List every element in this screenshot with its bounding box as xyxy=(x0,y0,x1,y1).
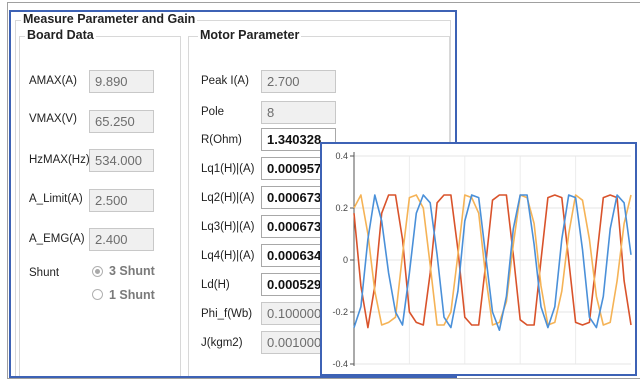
y-tick-label: 0.4 xyxy=(335,151,348,161)
lq4-label: Lq4(H)|(A) xyxy=(201,250,255,262)
shunt-1-radio[interactable] xyxy=(92,289,103,300)
a-emg-label: A_EMG(A) xyxy=(29,233,85,245)
waveform-chart: 0.4 0.2 0 -0.2 -0.4 xyxy=(332,151,632,369)
y-tick-label: -0.4 xyxy=(332,359,348,369)
lq2-field[interactable]: 0.000673 xyxy=(261,186,336,209)
pole-field[interactable]: 8 xyxy=(261,101,336,124)
shunt-label: Shunt xyxy=(29,267,60,279)
peak-i-field[interactable]: 2.700 xyxy=(261,70,336,93)
y-tick-label: -0.2 xyxy=(332,307,348,317)
motor-parameter-title: Motor Parameter xyxy=(198,28,302,42)
board-data-title: Board Data xyxy=(25,28,96,42)
r-ohm-label: R(Ohm) xyxy=(201,134,242,146)
a-emg-field[interactable]: 2.400 xyxy=(89,228,154,251)
lq1-field[interactable]: 0.000957 xyxy=(261,157,336,180)
lq2-label: Lq2(H)|(A) xyxy=(201,192,255,204)
j-field[interactable]: 0.001000 xyxy=(261,331,336,354)
peak-i-label: Peak I(A) xyxy=(201,75,249,87)
shunt-1-label[interactable]: 1 Shunt xyxy=(109,288,155,302)
phi-f-label: Phi_f(Wb) xyxy=(201,308,253,320)
lq4-field[interactable]: 0.000634 xyxy=(261,244,336,267)
lq1-label: Lq1(H)|(A) xyxy=(201,163,255,175)
j-label: J(kgm2) xyxy=(201,337,243,349)
lq3-field[interactable]: 0.000673 xyxy=(261,215,336,238)
y-tick-label: 0.2 xyxy=(335,203,348,213)
a-limit-label: A_Limit(A) xyxy=(29,193,83,205)
amax-field[interactable]: 9.890 xyxy=(89,70,154,93)
waveform-chart-window: 0.4 0.2 0 -0.2 -0.4 xyxy=(320,142,637,376)
shunt-3-radio[interactable] xyxy=(92,266,103,277)
hzmax-field[interactable]: 534.000 xyxy=(89,149,154,172)
lq3-label: Lq3(H)|(A) xyxy=(201,221,255,233)
ld-label: Ld(H) xyxy=(201,279,230,291)
r-ohm-field[interactable]: 1.340328 xyxy=(261,128,336,151)
y-tick-label: 0 xyxy=(343,255,348,265)
amax-label: AMAX(A) xyxy=(29,75,77,87)
phi-f-field[interactable]: 0.100000 xyxy=(261,302,336,325)
board-data-group xyxy=(19,36,181,376)
group-title: Measure Parameter and Gain xyxy=(21,12,198,26)
series-line-1 xyxy=(353,194,632,329)
a-limit-field[interactable]: 2.500 xyxy=(89,189,154,212)
series-line-3 xyxy=(353,194,632,331)
parameter-form-window: Measure Parameter and Gain Board Data Mo… xyxy=(9,10,457,378)
vmax-field[interactable]: 65.250 xyxy=(89,110,154,133)
series-line-2 xyxy=(353,194,632,326)
pole-label: Pole xyxy=(201,106,225,118)
shunt-3-label[interactable]: 3 Shunt xyxy=(109,264,155,278)
vmax-label: VMAX(V) xyxy=(29,113,77,125)
hzmax-label: HzMAX(Hz) xyxy=(29,154,90,166)
